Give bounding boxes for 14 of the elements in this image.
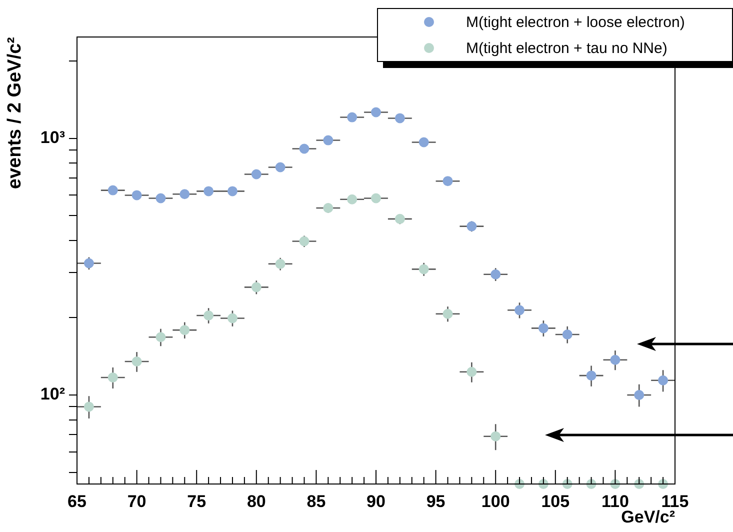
x-tick-label: 70 xyxy=(127,492,146,511)
y-axis-title: events / 2 GeV/c² xyxy=(4,37,26,190)
x-tick-label: 75 xyxy=(187,492,206,511)
x-tick-label: 100 xyxy=(481,492,510,511)
legend-label: M(tight electron + loose electron) xyxy=(466,14,685,30)
x-tick-label: 90 xyxy=(366,492,386,511)
x-tick-label: 80 xyxy=(246,492,266,511)
x-tick-label: 95 xyxy=(426,492,446,511)
y-tick-label: 10³ xyxy=(40,128,66,147)
x-tick-label: 85 xyxy=(306,492,326,511)
x-tick-label: 65 xyxy=(68,492,86,511)
x-tick-label: 105 xyxy=(541,492,570,511)
legend-label: M(tight electron + tau no NNe) xyxy=(466,40,668,56)
y-tick-label: 10² xyxy=(40,384,66,404)
